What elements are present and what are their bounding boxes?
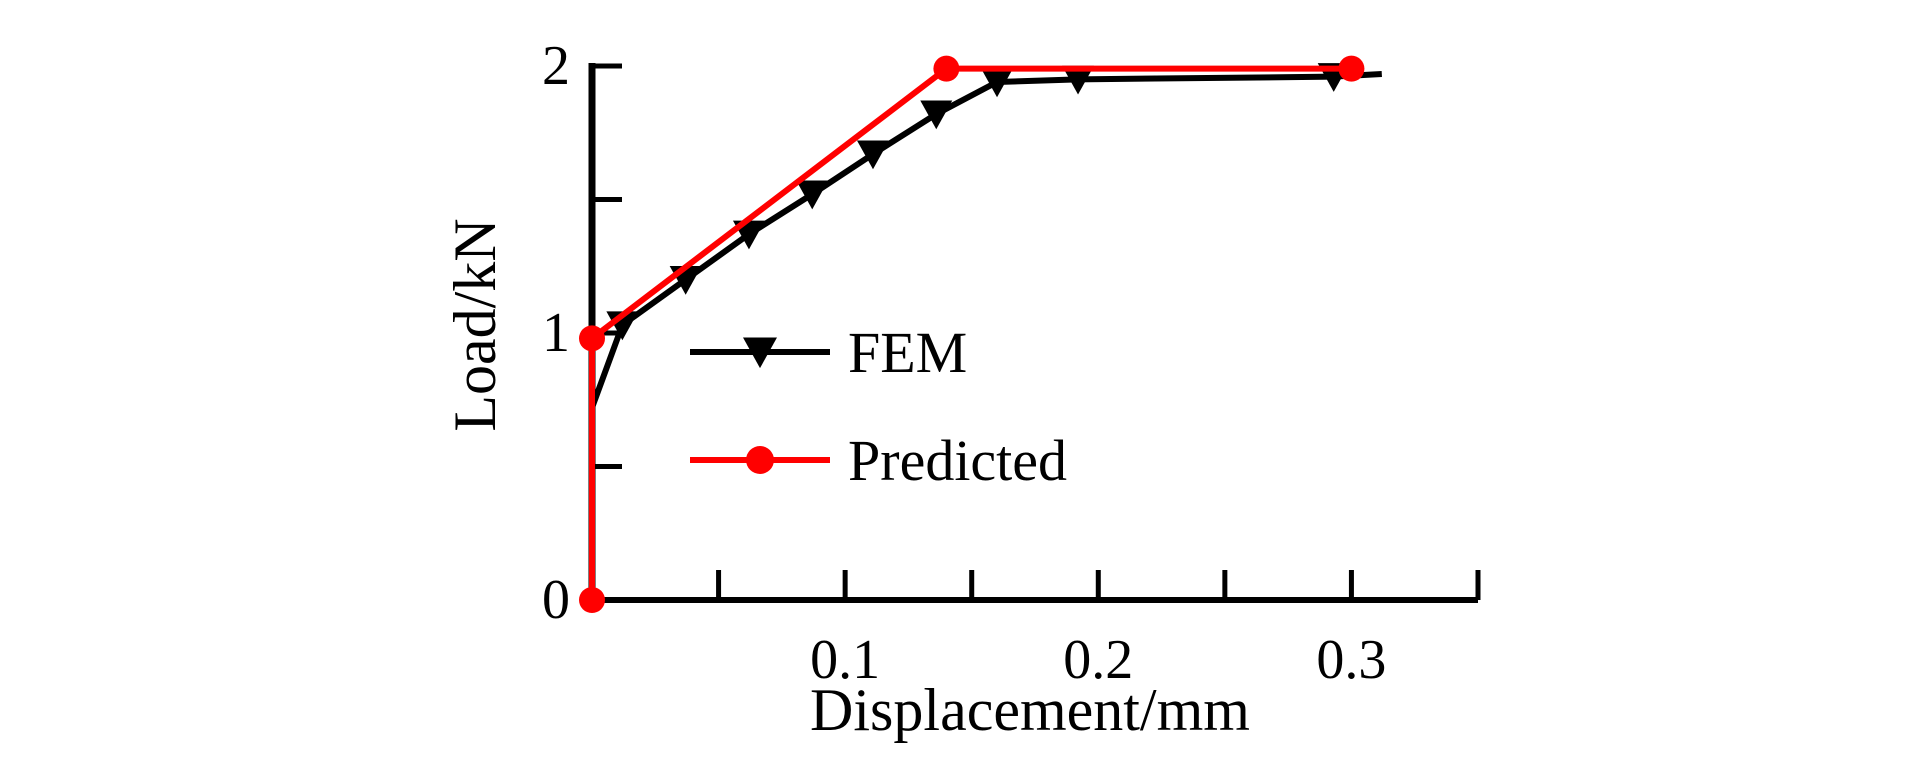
y-tick-label: 1	[542, 302, 570, 364]
predicted-point	[579, 325, 605, 352]
legend-predicted-label: Predicted	[848, 428, 1067, 493]
predicted-series-line	[589, 65, 1352, 600]
x-axis-label: Displacement/mm	[810, 677, 1250, 743]
fem-point	[1062, 65, 1095, 95]
fem-point	[796, 180, 829, 210]
predicted-point	[1338, 55, 1365, 82]
y-tick-label: 0	[542, 569, 570, 631]
y-axis-label: Load/kN	[442, 218, 508, 431]
legend-fem-marker	[743, 337, 777, 369]
legend-fem-label: FEM	[848, 320, 967, 385]
x-tick-label: 0.2	[1063, 629, 1133, 691]
x-tick-label: 0.1	[810, 629, 880, 691]
x-tick-label: 0.3	[1316, 629, 1386, 691]
series-layer	[579, 55, 1382, 613]
fem-point	[981, 68, 1014, 98]
predicted-point	[933, 55, 960, 82]
predicted-point	[579, 587, 605, 613]
axes: 0.1 0.2 0.3 0 1 2	[542, 35, 1481, 691]
legend: FEM Predicted	[690, 320, 1067, 493]
legend-predicted-marker	[746, 446, 774, 474]
y-tick-label: 2	[542, 35, 570, 97]
fem-point	[920, 100, 953, 130]
fem-point	[856, 140, 889, 170]
fem-series-line	[589, 71, 1382, 600]
